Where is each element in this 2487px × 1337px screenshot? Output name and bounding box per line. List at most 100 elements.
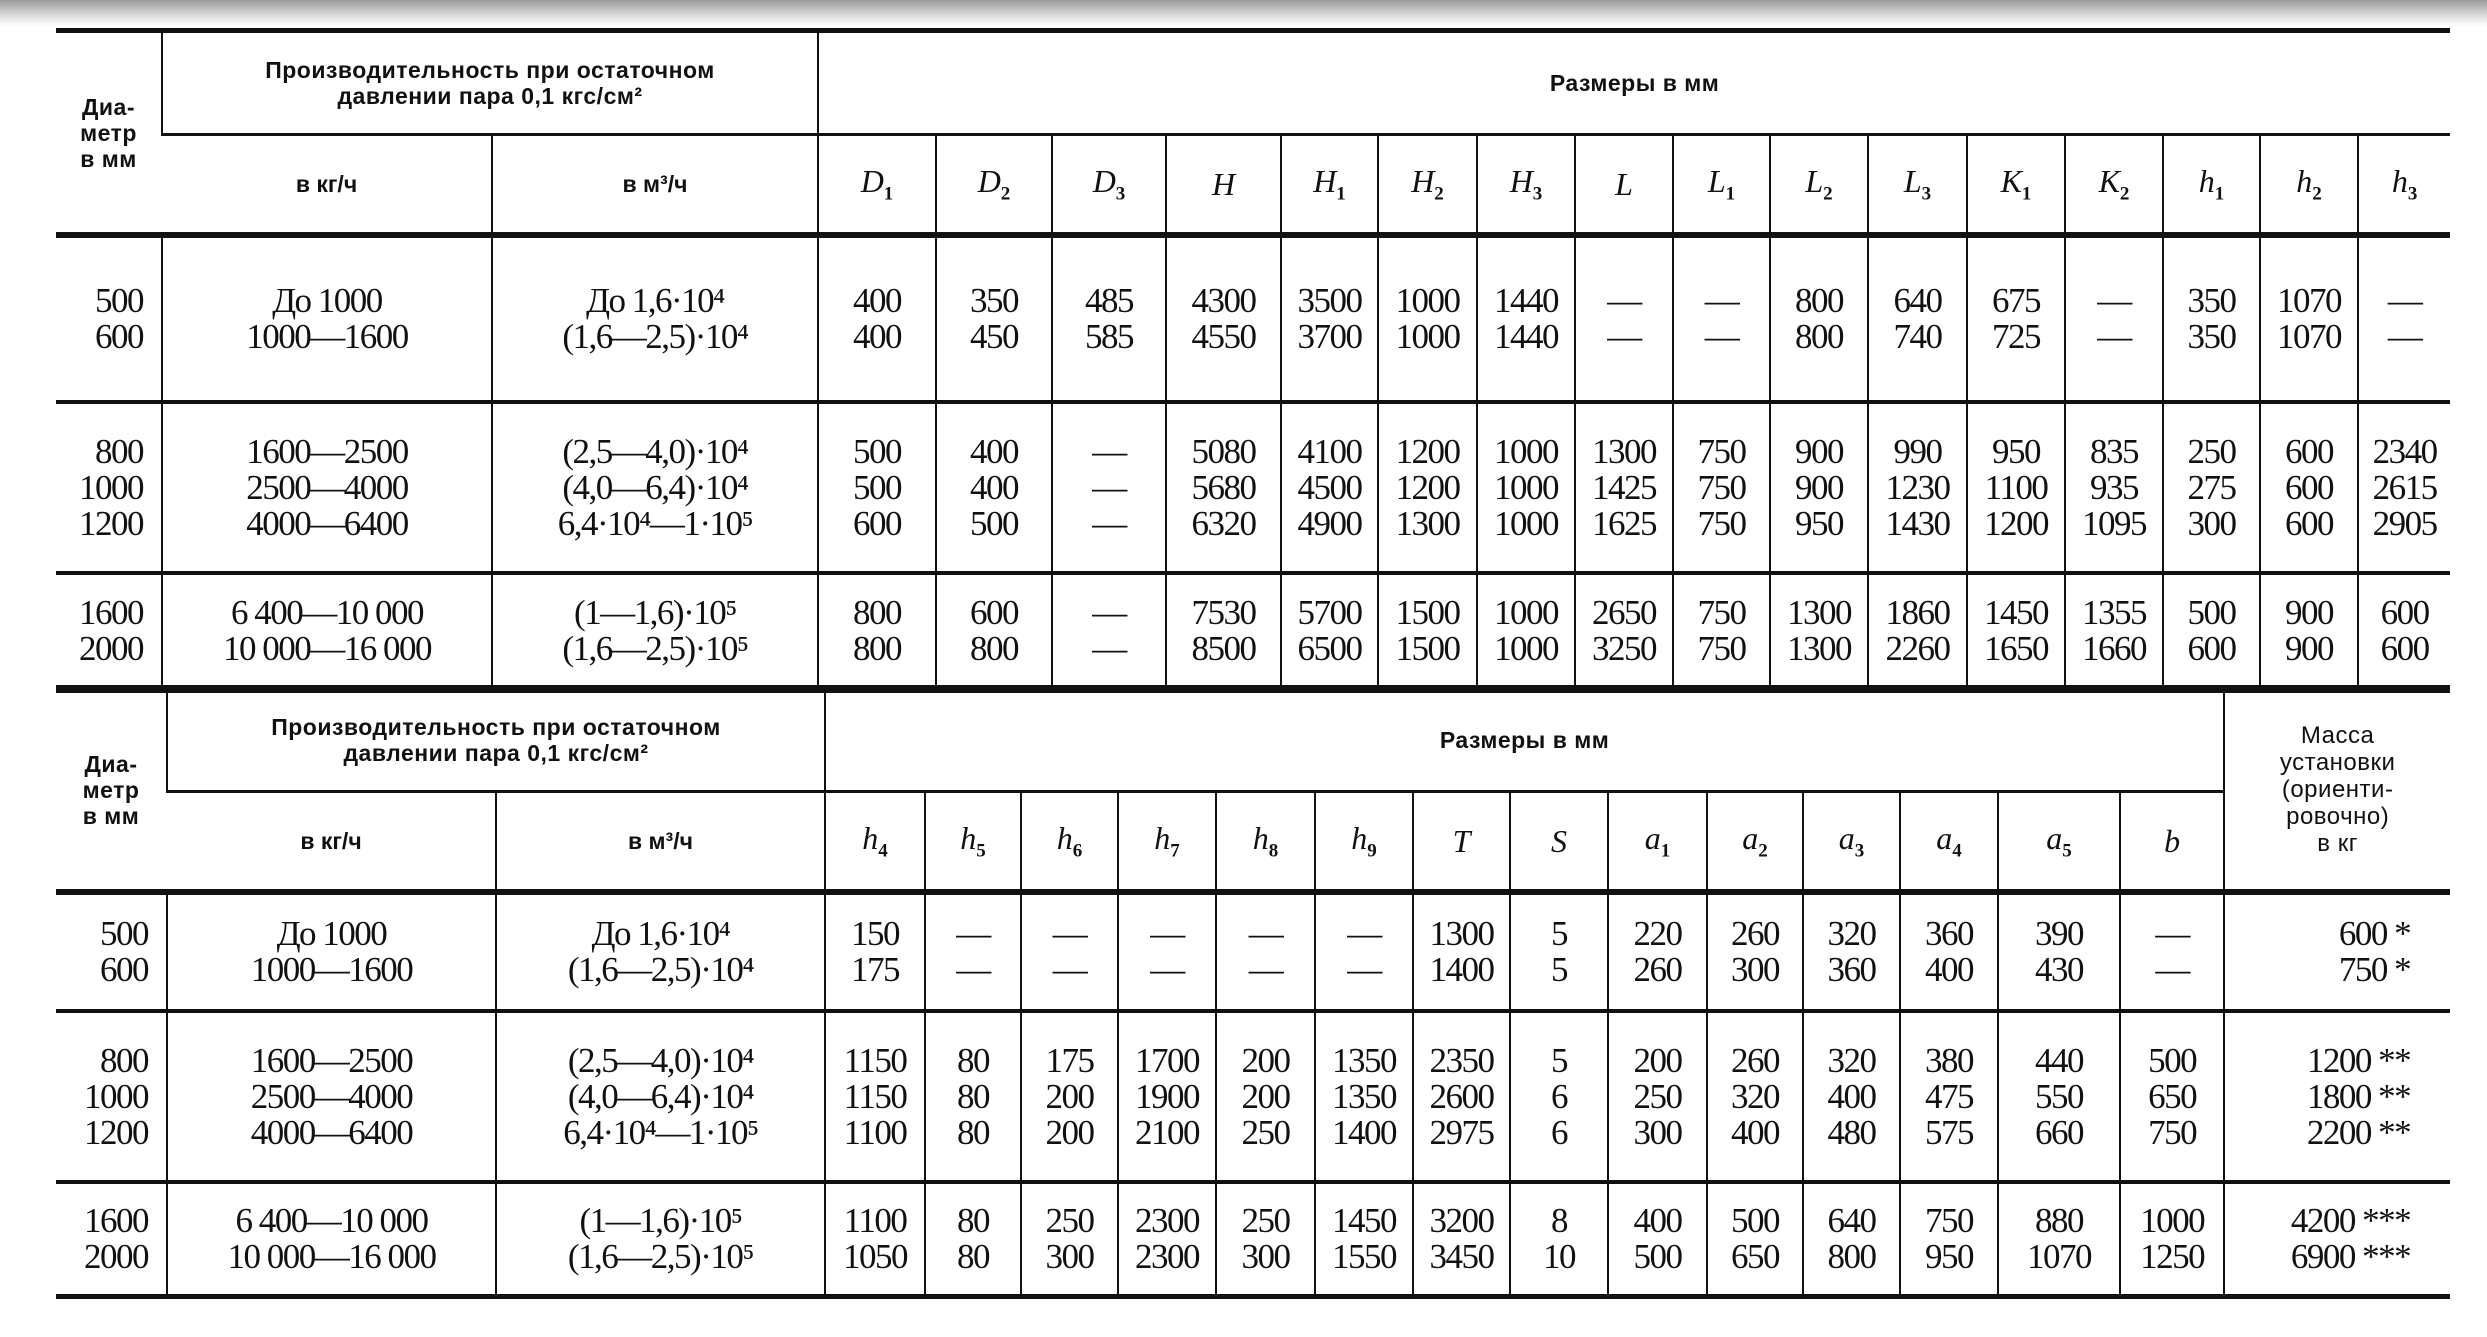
cell-h2: 1500 1500 <box>1377 573 1477 690</box>
cell-t: 3200 3450 <box>1412 1182 1510 1296</box>
cell-l1: — — <box>1672 235 1770 402</box>
cell-h2: 600 600 600 <box>2259 402 2358 573</box>
cell-h4: 1100 1050 <box>824 1182 925 1296</box>
table-row-group: 1600 2000 6 400—10 000 10 000—16 000 (1—1,… <box>56 573 2451 690</box>
header-dim-a3: a3 <box>1802 790 1900 892</box>
header-dim-h1: H1 <box>1280 133 1378 235</box>
header-diameter: Диа- метр в мм <box>80 93 137 172</box>
cell-d2: 400 400 500 <box>935 402 1052 573</box>
cell-l: — — <box>1574 235 1673 402</box>
header-dim-t: T <box>1412 790 1510 892</box>
header-dim-a4: a4 <box>1899 790 1998 892</box>
cell-m3-per-hour: До 1,6·10⁴ (1,6—2,5)·10⁴ <box>491 235 818 402</box>
cell-h8: 250 300 <box>1215 1182 1315 1296</box>
cell-diameter: 1600 2000 <box>84 1200 150 1276</box>
cell-h6: 175 200 200 <box>1020 1011 1118 1182</box>
cell-l1: 750 750 750 <box>1672 402 1770 573</box>
cell-h7: 1700 1900 2100 <box>1117 1011 1216 1182</box>
header-dim-a5: a5 <box>1997 790 2120 892</box>
cell-a4: 360 400 <box>1899 892 1998 1011</box>
cell-d3: — — <box>1051 573 1166 690</box>
cell-s: 8 10 <box>1509 1182 1608 1296</box>
cell-h1: 250 275 300 <box>2162 402 2260 573</box>
cell-l1: 750 750 <box>1672 573 1770 690</box>
cell-m3-per-hour: (1—1,6)·10⁵ (1,6—2,5)·10⁵ <box>491 573 818 690</box>
cell-m3-per-hour: (2,5—4,0)·10⁴ (4,0—6,4)·10⁴ 6,4·10⁴—1·10… <box>495 1011 825 1182</box>
cell-h9: 1450 1550 <box>1314 1182 1413 1296</box>
table-row-group: 800 1000 1200 1600—2500 2500—4000 4000—64… <box>56 1011 2451 1182</box>
cell-h2: 1200 1200 1300 <box>1377 402 1477 573</box>
cell-t: 2350 2600 2975 <box>1412 1011 1510 1182</box>
cell-a1: 220 260 <box>1607 892 1707 1011</box>
cell-mass: 4200 *** 6900 *** <box>2223 1182 2451 1296</box>
header-m3-per-hour: в м³/ч <box>491 133 818 235</box>
cell-diameter: 500 600 <box>100 914 150 989</box>
cell-kg-per-hour: 1600—2500 2500—4000 4000—6400 <box>161 402 492 573</box>
header-mass: Масса установки (ориенти- ровочно) в кг <box>2223 687 2451 892</box>
cell-h6: — — <box>1020 892 1118 1011</box>
cell-kg-per-hour: До 1000 1000—1600 <box>166 892 496 1011</box>
cell-h1: 4100 4500 4900 <box>1280 402 1378 573</box>
cell-d1: 500 500 600 <box>817 402 936 573</box>
cell-h3: — — <box>2356 235 2451 402</box>
steam-ejector-dimensions-table-part-1: Диа- метр в мм Производительность при ос… <box>56 28 2451 693</box>
cell-h1: 3500 3700 <box>1280 235 1378 402</box>
cell-a2: 500 650 <box>1706 1182 1803 1296</box>
header-dim-h2: h2 <box>2259 133 2358 235</box>
cell-kg-per-hour: 6 400—10 000 10 000—16 000 <box>166 1182 496 1296</box>
cell-h8: 200 200 250 <box>1215 1011 1315 1182</box>
cell-h1: 500 600 <box>2162 573 2260 690</box>
scan-shadow <box>0 0 2487 26</box>
cell-a2: 260 300 <box>1706 892 1803 1011</box>
cell-l2: 800 800 <box>1769 235 1868 402</box>
cell-l3: 640 740 <box>1867 235 1967 402</box>
cell-h7: — — <box>1117 892 1216 1011</box>
table-row-group: 500 600 До 1000 1000—1600 До 1,6·10⁴ (1,6—… <box>56 235 2451 402</box>
cell-k2: — — <box>2064 235 2163 402</box>
cell-h3: 1000 1000 1000 <box>1476 402 1575 573</box>
header-dim-k2: K2 <box>2064 133 2163 235</box>
header-dim-s: S <box>1509 790 1608 892</box>
cell-d1: 800 800 <box>817 573 936 690</box>
header-dim-l: L <box>1574 133 1673 235</box>
cell-diameter: 500 600 <box>95 281 145 356</box>
cell-a1: 400 500 <box>1607 1182 1707 1296</box>
header-diameter: Диа- метр в мм <box>82 750 140 829</box>
steam-ejector-dimensions-table-part-2: Диа- метр в мм Производительность при ос… <box>56 685 2451 1299</box>
header-dim-h1: h1 <box>2162 133 2260 235</box>
cell-l3: 990 1230 1430 <box>1867 402 1967 573</box>
cell-h8: — — <box>1215 892 1315 1011</box>
header-sizes: Размеры в мм <box>823 687 2225 792</box>
header-dim-h7: h7 <box>1117 790 1216 892</box>
cell-h2: 1000 1000 <box>1377 235 1477 402</box>
header-performance: Производительность при остаточном давлен… <box>166 687 825 792</box>
cell-h: 4300 4550 <box>1165 235 1281 402</box>
header-kg-per-hour: в кг/ч <box>167 790 496 892</box>
header-dim-a2: a2 <box>1706 790 1803 892</box>
cell-kg-per-hour: 1600—2500 2500—4000 4000—6400 <box>166 1011 496 1182</box>
cell-h7: 2300 2300 <box>1117 1182 1216 1296</box>
cell-k1: 675 725 <box>1966 235 2065 402</box>
cell-b: 1000 1250 <box>2118 1182 2225 1296</box>
cell-h3: 600 600 <box>2356 573 2451 690</box>
header-dim-h4: h4 <box>824 790 925 892</box>
header-dim-l3: L3 <box>1867 133 1967 235</box>
header-dim-h9: h9 <box>1314 790 1413 892</box>
header-dim-b: b <box>2118 790 2225 892</box>
cell-d2: 350 450 <box>935 235 1052 402</box>
header-dim-h3: h3 <box>2356 133 2451 235</box>
cell-s: 5 6 6 <box>1509 1011 1608 1182</box>
cell-l: 1300 1425 1625 <box>1574 402 1673 573</box>
cell-d3: — — — <box>1051 402 1166 573</box>
header-dim-d1: D1 <box>817 133 936 235</box>
table-row-group: 1600 2000 6 400—10 000 10 000—16 000 (1—1,… <box>56 1182 2451 1296</box>
cell-a5: 390 430 <box>1997 892 2120 1011</box>
header-dim-h8: h8 <box>1215 790 1315 892</box>
cell-k2: 1355 1660 <box>2064 573 2163 690</box>
cell-mass: 1200 ** 1800 ** 2200 ** <box>2223 1011 2451 1182</box>
header-m3-per-hour: в м³/ч <box>495 790 825 892</box>
cell-a3: 640 800 <box>1802 1182 1900 1296</box>
header-performance: Производительность при остаточном давлен… <box>161 30 818 135</box>
cell-a5: 880 1070 <box>1997 1182 2120 1296</box>
cell-a4: 750 950 <box>1899 1182 1998 1296</box>
